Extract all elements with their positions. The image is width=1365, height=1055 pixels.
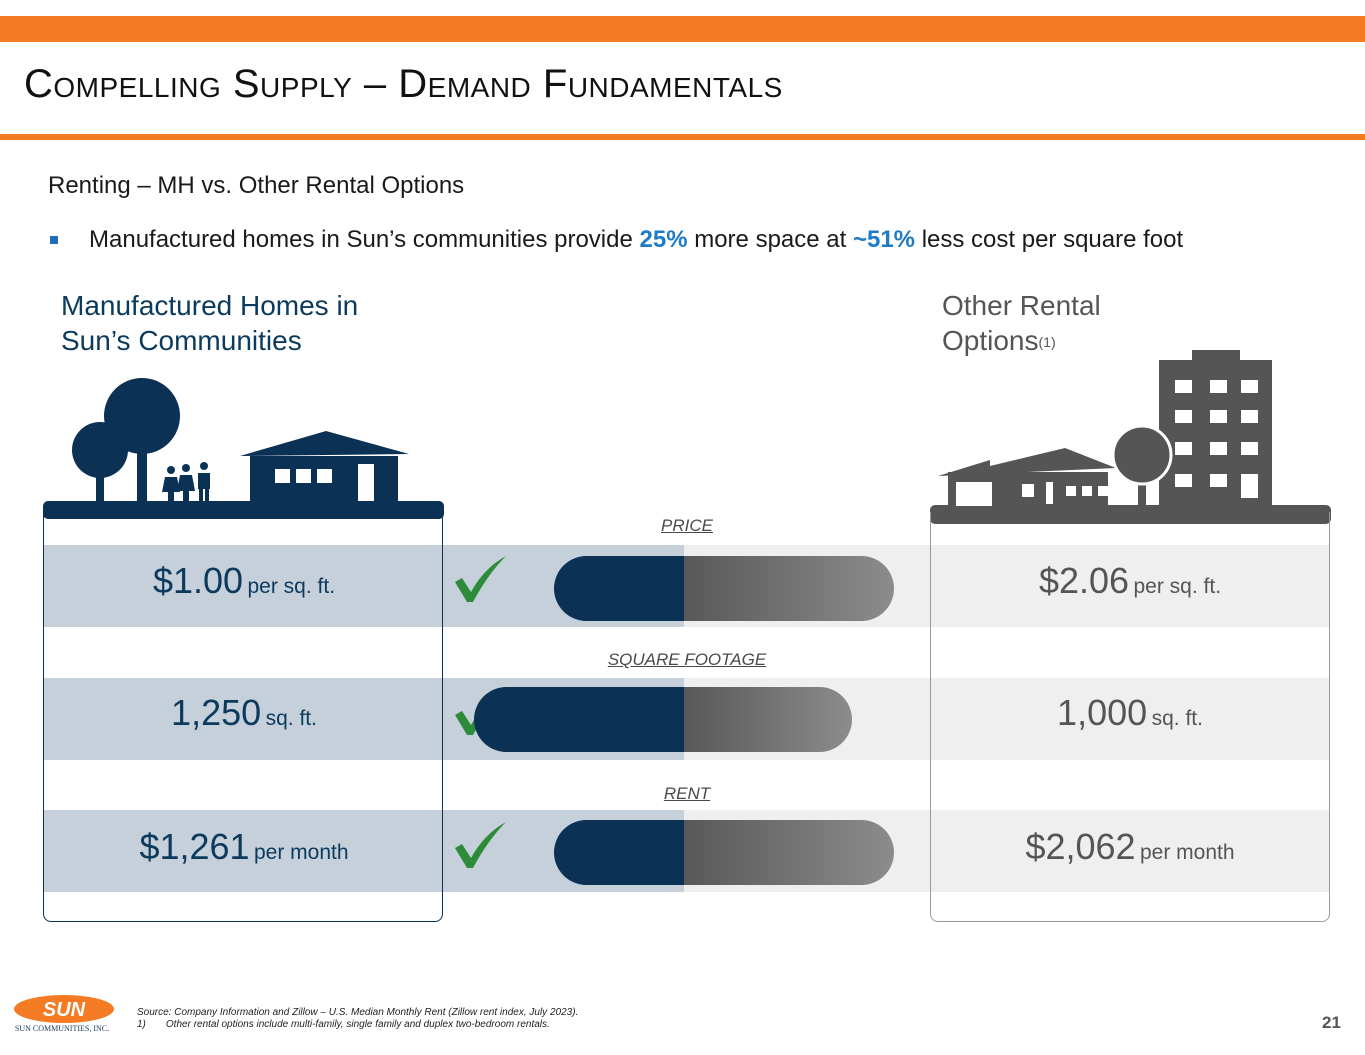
rent-left-number: $1,261 [139, 826, 250, 867]
right-heading-line2: Options [942, 325, 1039, 356]
bullet-highlight-space: 25% [639, 226, 688, 253]
bullet-point: Manufactured homes in Sun’s communities … [89, 226, 1183, 254]
sqft-value-right: 1,000 sq. ft. [930, 692, 1330, 734]
check-icon [455, 556, 506, 602]
logo-wordmark: SUN [43, 999, 86, 1021]
sqft-comparison-bar [474, 687, 852, 752]
footnote-text: Other rental options include multi-famil… [165, 1019, 550, 1030]
bullet-text-mid: more space at [687, 226, 853, 253]
sun-communities-logo: SUN SUN COMMUNITIES, INC. [14, 995, 114, 1033]
right-heading-footnote-ref: (1) [1038, 334, 1056, 350]
price-right-unit: per sq. ft. [1133, 575, 1222, 598]
rent-comparison-bar [554, 820, 894, 885]
rent-right-number: $2,062 [1025, 826, 1136, 867]
footnote-number: 1) [137, 1019, 146, 1030]
slide-title: Compelling Supply – Demand Fundamentals [24, 62, 783, 106]
bullet-marker [50, 236, 58, 244]
sqft-left-unit: sq. ft. [265, 707, 317, 730]
metric-label-square-footage: SQUARE FOOTAGE [607, 650, 767, 669]
section-subtitle: Renting – MH vs. Other Rental Options [48, 172, 465, 199]
check-icon [455, 822, 506, 868]
price-left-number: $1.00 [152, 560, 244, 601]
rent-value-right: $2,062 per month [930, 826, 1330, 868]
sqft-right-unit: sq. ft. [1151, 707, 1203, 730]
house-tree-apartment-icon [930, 350, 1331, 524]
sqft-value-left: 1,250 sq. ft. [44, 692, 444, 734]
price-comparison-bar [554, 556, 894, 621]
sqft-bar-other-segment [684, 687, 852, 752]
sqft-right-number: 1,000 [1057, 692, 1148, 733]
left-column-heading: Manufactured Homes in Sun’s Communities [61, 288, 421, 358]
rent-bar-sun-segment [554, 820, 684, 885]
source-footnote: Source: Company Information and Zillow –… [137, 1007, 579, 1018]
rent-left-unit: per month [254, 841, 349, 864]
bullet-highlight-cost: ~51% [852, 226, 916, 253]
price-value-right: $2.06 per sq. ft. [930, 560, 1330, 602]
price-bar-sun-segment [554, 556, 684, 621]
price-left-unit: per sq. ft. [247, 575, 336, 598]
bullet-text-post: less cost per square foot [915, 226, 1184, 253]
bullet-text-pre: Manufactured homes in Sun’s communities … [89, 226, 640, 253]
title-divider [0, 134, 1365, 140]
rent-bar-other-segment [684, 820, 894, 885]
trees-family-house-icon [43, 378, 444, 519]
sqft-left-number: 1,250 [171, 692, 262, 733]
page-number: 21 [1322, 1013, 1341, 1032]
left-heading-line2: Sun’s Communities [61, 325, 302, 356]
rental-options-footnote: 1) Other rental options include multi-fam… [137, 1019, 550, 1030]
left-heading-line1: Manufactured Homes in [61, 290, 359, 321]
right-column-heading: Other Rental Options(1) [942, 288, 1242, 358]
price-right-number: $2.06 [1038, 560, 1130, 601]
right-panel-frame [930, 512, 1330, 922]
sqft-bar-sun-segment [474, 687, 684, 752]
logo-company-name: SUN COMMUNITIES, INC. [15, 1024, 109, 1033]
left-panel-frame [43, 512, 443, 922]
metric-label-price: PRICE [661, 516, 713, 535]
top-accent-bar [0, 16, 1365, 42]
price-value-left: $1.00 per sq. ft. [44, 560, 444, 602]
right-heading-line1: Other Rental [942, 290, 1101, 321]
price-bar-other-segment [684, 556, 894, 621]
rent-value-left: $1,261 per month [44, 826, 444, 868]
rent-right-unit: per month [1140, 841, 1235, 864]
metric-label-rent: RENT [663, 784, 711, 803]
